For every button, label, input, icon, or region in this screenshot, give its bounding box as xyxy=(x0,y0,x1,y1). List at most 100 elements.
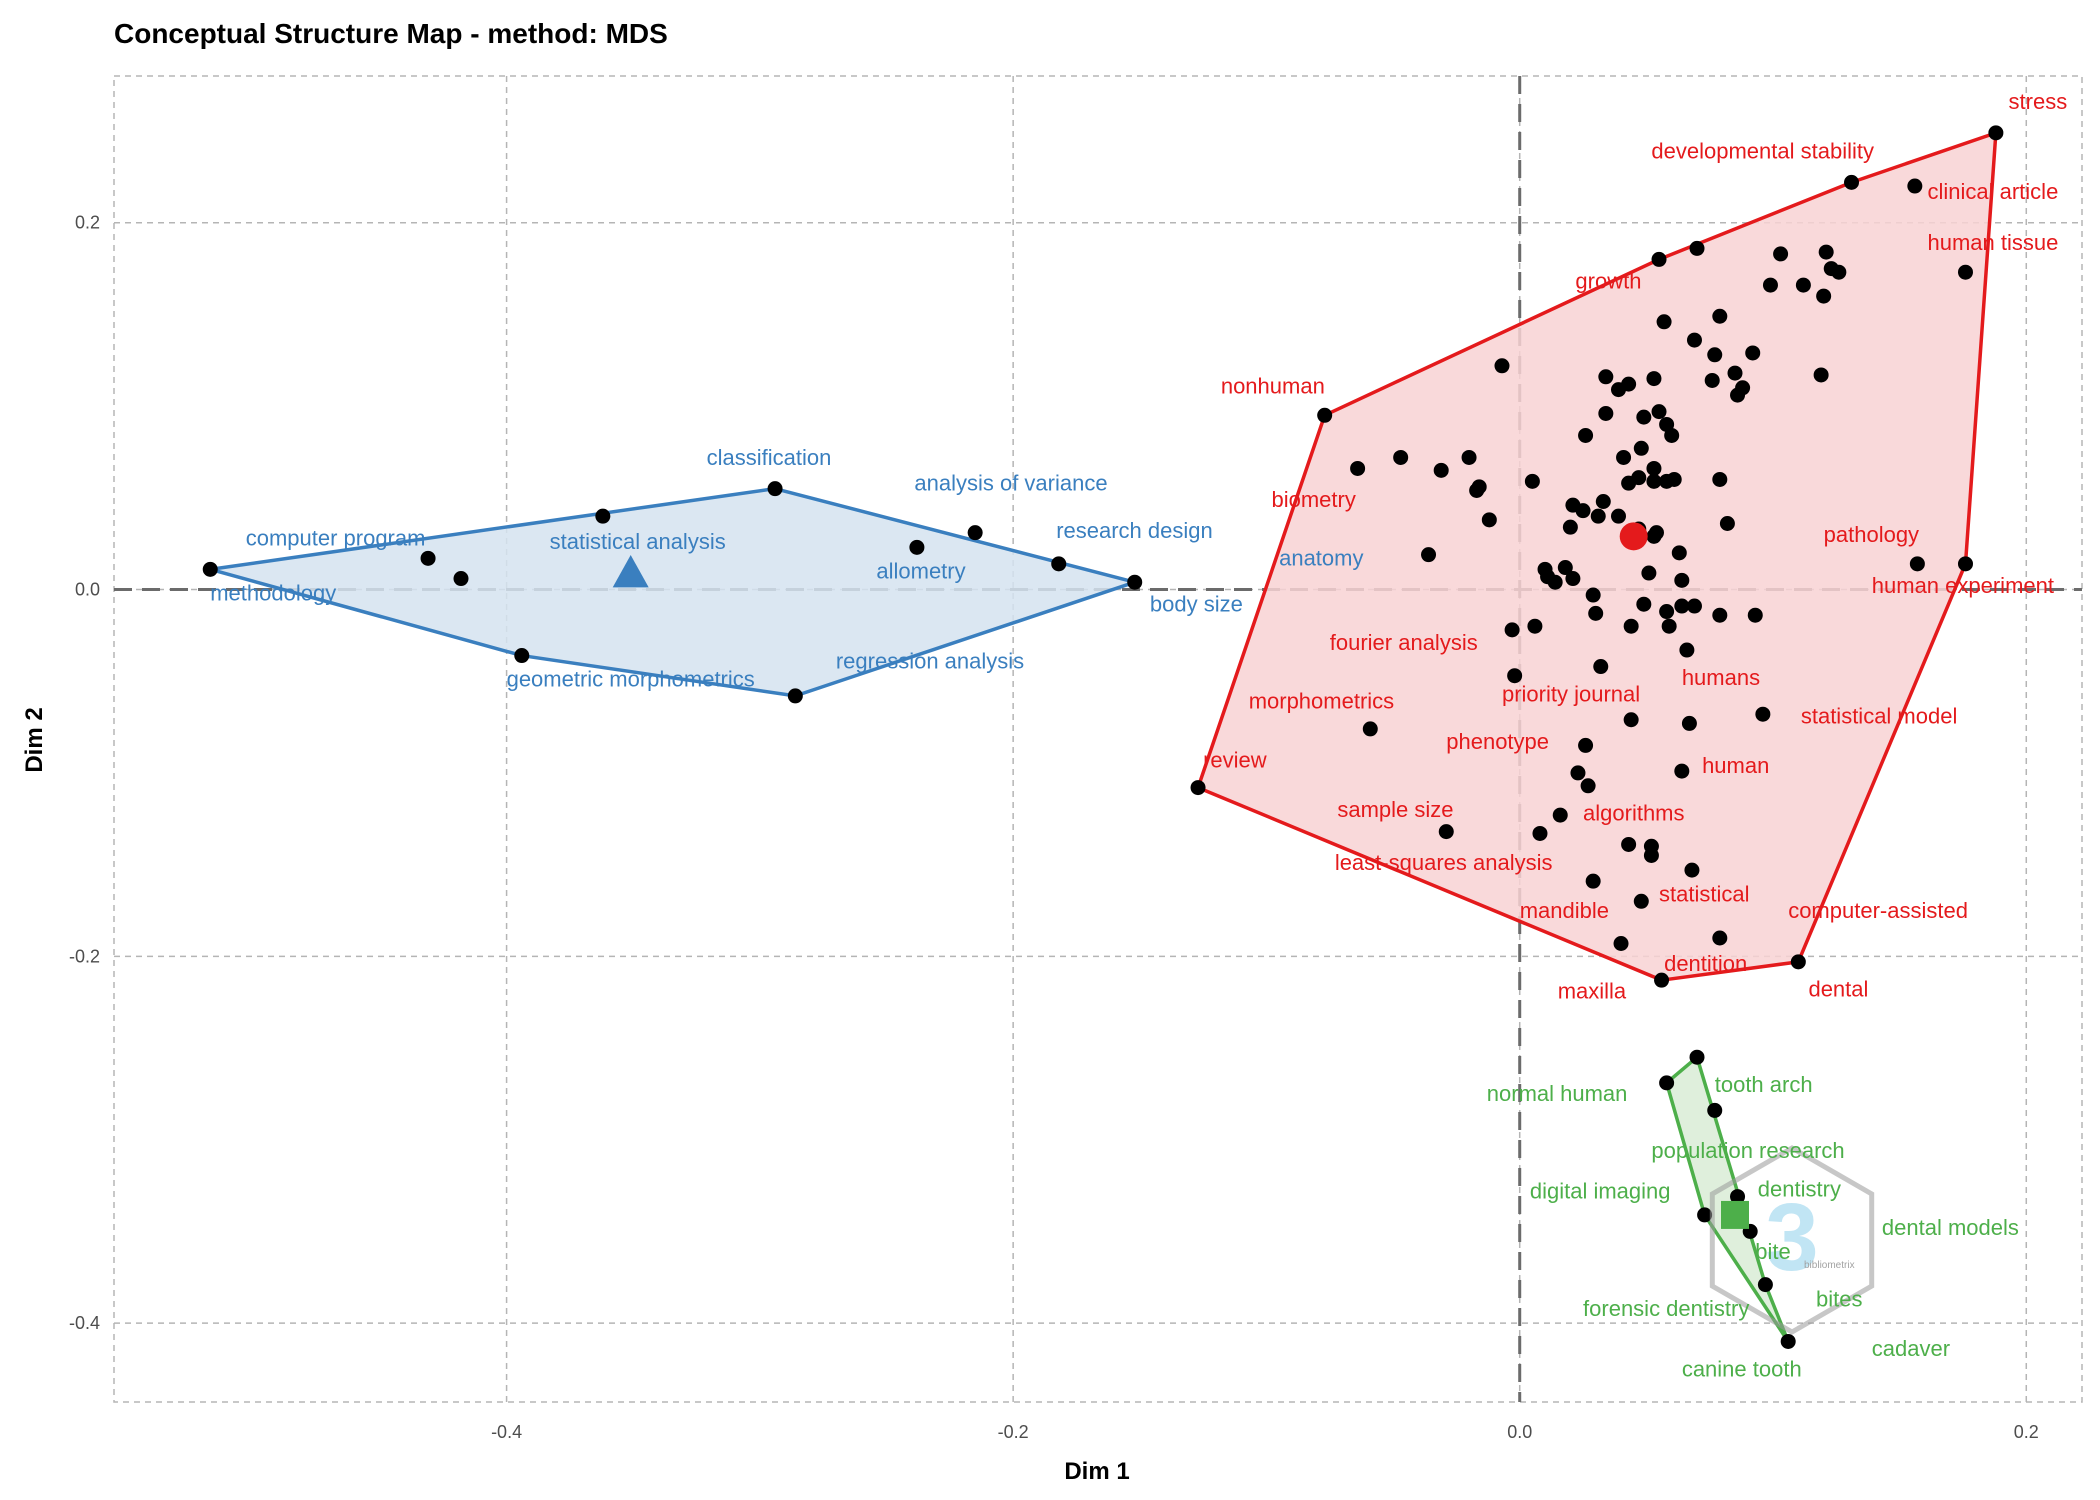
data-point xyxy=(1507,668,1523,684)
data-point xyxy=(202,561,218,577)
point-label: geometric morphometrics xyxy=(507,667,755,692)
logo-text: bibliometrix xyxy=(1804,1260,1855,1271)
data-point xyxy=(453,571,469,587)
data-point xyxy=(1707,1102,1723,1118)
data-point xyxy=(1659,604,1675,620)
data-point xyxy=(1712,308,1728,324)
data-point xyxy=(1565,571,1581,587)
data-point xyxy=(514,648,530,664)
data-point xyxy=(1674,572,1690,588)
data-point xyxy=(1795,277,1811,293)
point-label: digital imaging xyxy=(1530,1178,1671,1203)
data-point xyxy=(1646,371,1662,387)
x-tick-label: -0.4 xyxy=(491,1422,522,1442)
point-label: forensic dentistry xyxy=(1583,1296,1749,1321)
data-point xyxy=(1636,409,1652,425)
point-label: computer-assisted xyxy=(1788,898,1968,923)
point-label: mandible xyxy=(1520,898,1609,923)
data-point xyxy=(1469,482,1485,498)
data-point xyxy=(1730,387,1746,403)
data-point xyxy=(1671,545,1687,561)
y-tick-label: -0.4 xyxy=(69,1313,100,1333)
point-label: dentition xyxy=(1664,951,1747,976)
data-point xyxy=(1697,1207,1713,1223)
data-point xyxy=(1659,1075,1675,1091)
point-label: canine tooth xyxy=(1682,1356,1802,1381)
data-point xyxy=(1552,807,1568,823)
data-point xyxy=(967,525,983,541)
data-point xyxy=(1689,240,1705,256)
point-label: sample size xyxy=(1337,797,1453,822)
logo-glyph: 3 xyxy=(1765,1184,1818,1291)
data-point xyxy=(1532,825,1548,841)
data-point xyxy=(1598,369,1614,385)
data-point xyxy=(1957,556,1973,572)
point-label: human xyxy=(1702,753,1769,778)
data-point xyxy=(1421,547,1437,563)
cluster_1-centroid xyxy=(612,555,649,588)
data-point xyxy=(1613,935,1629,951)
data-point xyxy=(1755,706,1771,722)
data-point xyxy=(1350,460,1366,476)
data-point xyxy=(1681,715,1697,731)
data-point xyxy=(1636,596,1652,612)
point-label: dentistry xyxy=(1758,1177,1841,1202)
data-point xyxy=(1562,519,1578,535)
data-point xyxy=(1757,1277,1773,1293)
data-point xyxy=(1646,460,1662,476)
data-point xyxy=(1651,251,1667,267)
data-point xyxy=(1646,473,1662,489)
x-tick-label: 0.2 xyxy=(2014,1422,2039,1442)
data-point xyxy=(1621,475,1637,491)
data-point xyxy=(1557,560,1573,576)
data-point xyxy=(1633,440,1649,456)
data-point xyxy=(1661,618,1677,634)
data-point xyxy=(1818,244,1834,260)
point-label: population research xyxy=(1651,1138,1844,1163)
data-point xyxy=(1689,1049,1705,1065)
y-axis-title: Dim 2 xyxy=(21,707,48,772)
cluster_2-centroid xyxy=(1619,522,1648,551)
point-label: clinical article xyxy=(1927,179,2058,204)
point-label: body size xyxy=(1150,592,1243,617)
point-label: statistical analysis xyxy=(550,529,726,554)
data-point xyxy=(1616,449,1632,465)
data-point xyxy=(1051,556,1067,572)
x-tick-label: -0.2 xyxy=(998,1422,1029,1442)
point-label: algorithms xyxy=(1583,801,1684,826)
y-tick-label: 0.0 xyxy=(75,580,100,600)
data-point xyxy=(787,688,803,704)
data-point xyxy=(1747,607,1763,623)
data-point xyxy=(1907,178,1923,194)
data-point xyxy=(1438,824,1454,840)
point-label: growth xyxy=(1575,269,1641,294)
point-label: maxilla xyxy=(1558,979,1627,1004)
data-point xyxy=(1127,574,1143,590)
y-tick-label: -0.2 xyxy=(69,946,100,966)
data-point xyxy=(1433,462,1449,478)
data-point xyxy=(1656,314,1672,330)
point-label: biometry xyxy=(1271,487,1355,512)
point-label: human experiment xyxy=(1872,573,2054,598)
data-point xyxy=(1481,512,1497,528)
data-point xyxy=(1651,404,1667,420)
data-point xyxy=(1610,508,1626,524)
point-label: bite xyxy=(1755,1239,1790,1264)
data-point xyxy=(1621,836,1637,852)
data-point xyxy=(1633,893,1649,909)
data-point xyxy=(1844,174,1860,190)
data-point xyxy=(909,539,925,555)
point-label: analysis of variance xyxy=(914,470,1107,495)
plot-area: -0.4 -0.2 0.0 0.2 -0.4 -0.2 0.0 0.2 3bibliometri… xyxy=(69,75,2083,1442)
data-point xyxy=(1623,618,1639,634)
data-point xyxy=(1664,427,1680,443)
data-point xyxy=(1646,528,1662,544)
data-point xyxy=(1712,930,1728,946)
point-label: review xyxy=(1203,747,1267,772)
data-point xyxy=(1461,449,1477,465)
point-label: priority journal xyxy=(1502,681,1640,706)
data-point xyxy=(1547,574,1563,590)
point-label: statistical xyxy=(1659,881,1749,906)
